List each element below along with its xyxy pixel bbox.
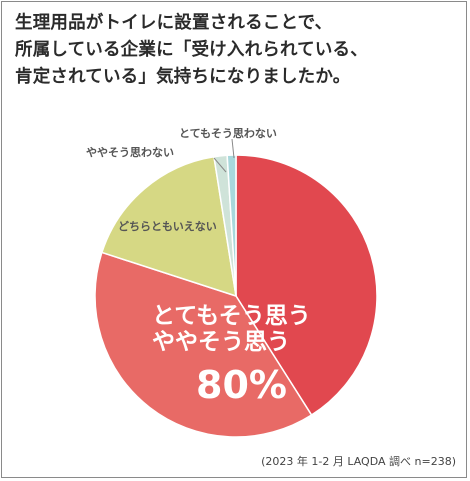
combined-label-line-1: とてもそう思う (152, 303, 311, 329)
chart-title: 生理用品がトイレに設置されることで、 所属している企業に「受け入れられている、 … (15, 10, 455, 91)
combined-label-line-2: ややそう思う (152, 329, 290, 355)
title-line-1: 生理用品がトイレに設置されることで、 (15, 13, 333, 33)
leader-line-0 (231, 138, 235, 159)
pie-slices (94, 138, 378, 438)
label-totemo-sou-omowanai: とてもそう思わない (179, 127, 277, 140)
pie-slice-4 (226, 154, 237, 297)
title-line-3: 肯定されている」気持ちになりましたか。 (15, 67, 351, 87)
label-dochira-tomo-ienai: どちらともいえない (118, 220, 217, 233)
leader-line-1 (213, 157, 227, 173)
pie-slice-2 (100, 155, 237, 298)
footnote: (2023 年 1-2 月 LAQDA 調べ n=238) (261, 455, 456, 468)
pie-slice-0 (235, 154, 378, 417)
combined-percentage: 80% (196, 363, 287, 407)
title-line-2: 所属している企業に「受け入れられている、 (15, 40, 368, 60)
pie-slice-1 (94, 251, 313, 438)
label-yaya-sou-omowanai: ややそう思わない (86, 146, 174, 159)
